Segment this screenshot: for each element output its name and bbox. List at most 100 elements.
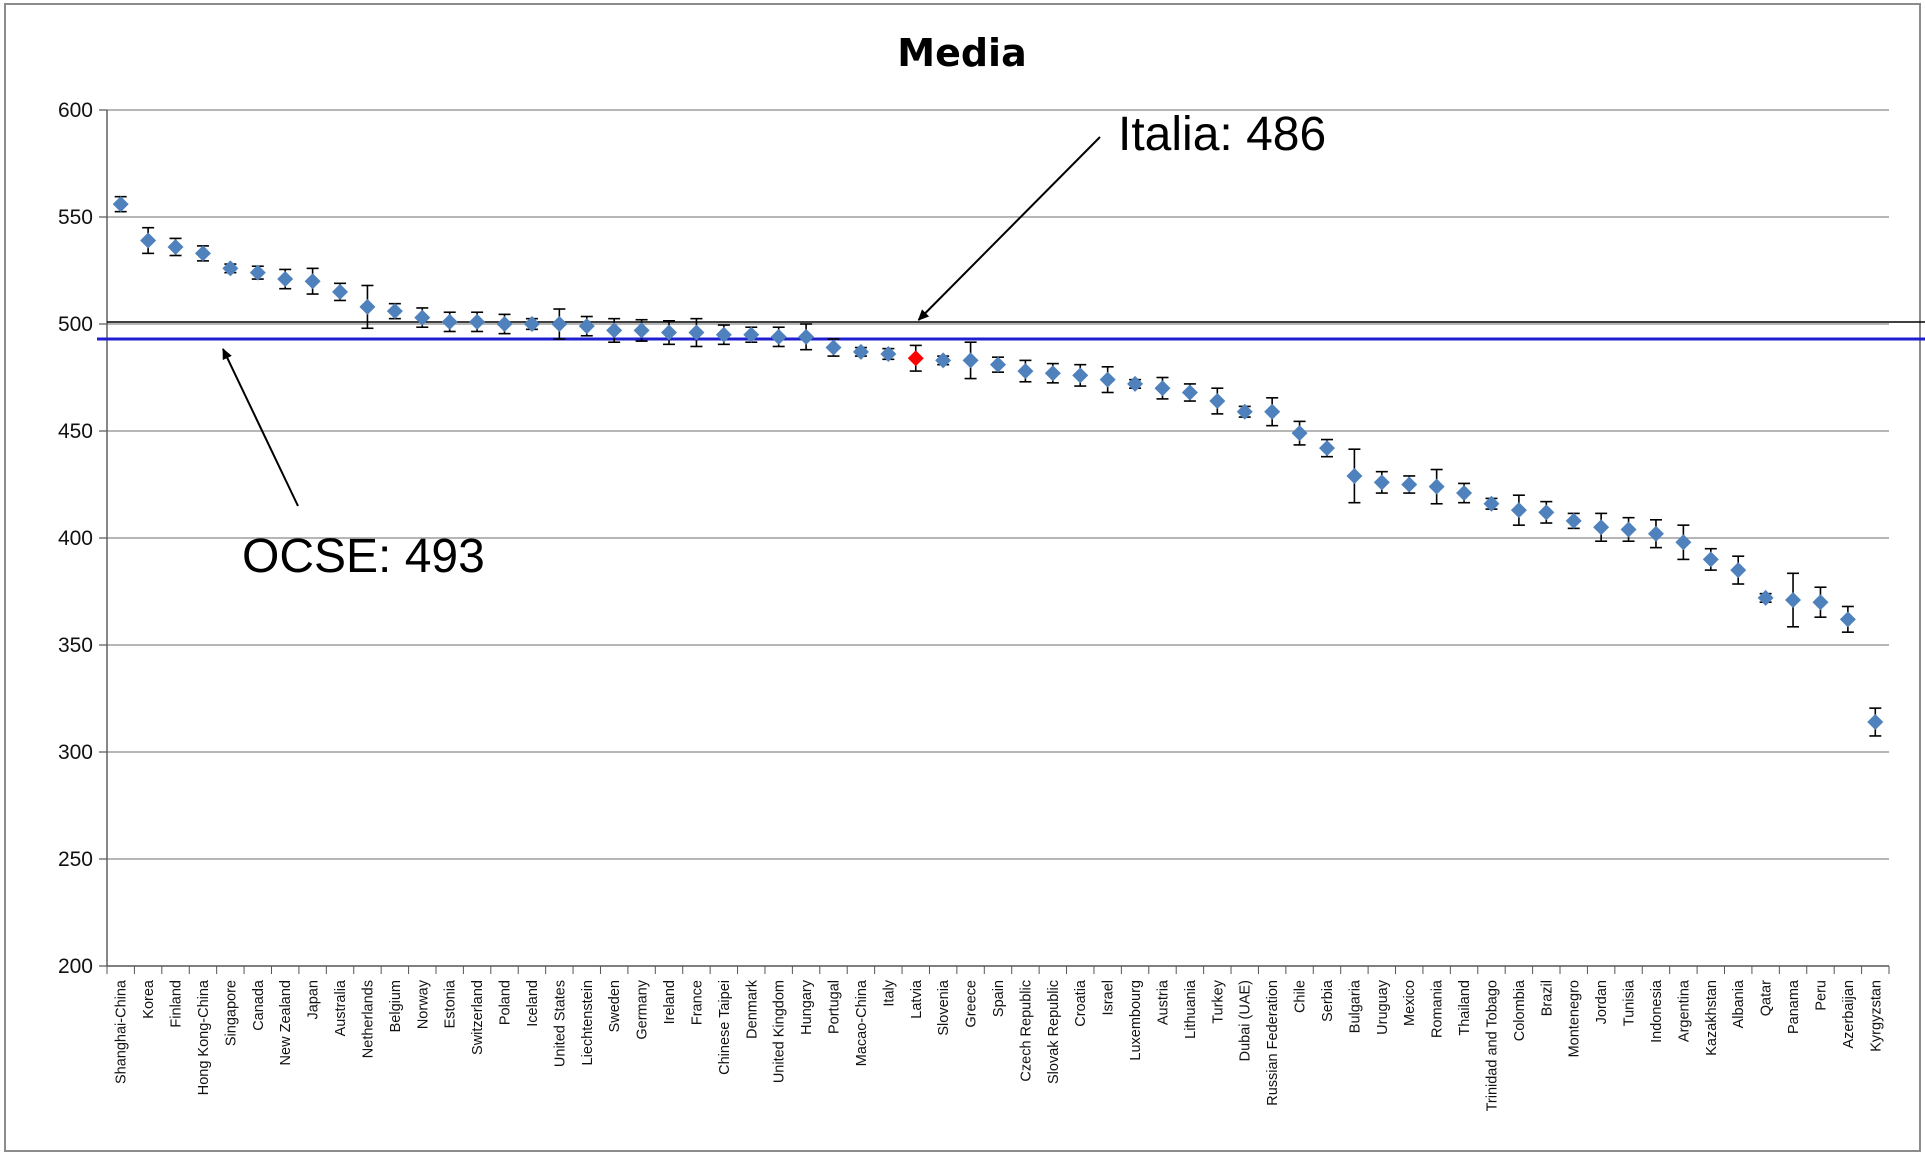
data-point bbox=[1647, 525, 1664, 542]
data-point bbox=[715, 326, 732, 343]
data-point bbox=[1401, 476, 1418, 493]
data-point-group bbox=[469, 311, 486, 333]
data-point-group bbox=[1072, 363, 1089, 387]
data-point bbox=[194, 245, 211, 262]
x-axis-ticks: Shanghai-China Korea Finland Hong Kong-Chin… bbox=[114, 979, 1885, 1111]
y-tick-label: 550 bbox=[58, 206, 93, 229]
data-point bbox=[1154, 380, 1171, 397]
data-point-group bbox=[852, 343, 869, 360]
data-point-group bbox=[1812, 586, 1829, 618]
x-tick-label: France bbox=[689, 980, 705, 1025]
data-point bbox=[1593, 519, 1610, 536]
data-point bbox=[277, 271, 294, 288]
data-point bbox=[1538, 504, 1555, 521]
x-tick-label: Lithuania bbox=[1183, 979, 1199, 1039]
data-point-group bbox=[359, 284, 376, 330]
data-point-group bbox=[962, 341, 979, 380]
data-point bbox=[1702, 551, 1719, 568]
x-tick-label: Shanghai-China bbox=[114, 979, 130, 1084]
y-axis-ticks: 600 550 500 450 400 350 300 250 200 bbox=[58, 99, 107, 978]
oecd-annotation: OCSE: 493 bbox=[242, 530, 485, 583]
data-point-group bbox=[332, 282, 349, 302]
x-tick-label: United Kingdom bbox=[772, 980, 788, 1083]
data-point bbox=[112, 196, 129, 213]
data-point-group bbox=[1593, 512, 1610, 543]
x-tick-label: Romania bbox=[1430, 979, 1446, 1038]
data-point bbox=[935, 352, 952, 369]
x-tick-label: Latvia bbox=[909, 979, 925, 1019]
x-tick-label: Jordan bbox=[1594, 980, 1610, 1024]
italy-annotation: Italia: 486 bbox=[1118, 108, 1326, 161]
data-point-group bbox=[1675, 524, 1692, 561]
x-tick-label: Serbia bbox=[1320, 979, 1336, 1022]
x-tick-label: Korea bbox=[141, 979, 157, 1019]
x-tick-label: Montenegro bbox=[1567, 980, 1583, 1057]
x-tick-label: Dubai (UAE) bbox=[1238, 980, 1254, 1061]
data-point-group bbox=[194, 245, 211, 262]
x-tick-label: Iceland bbox=[525, 980, 541, 1027]
data-point bbox=[990, 356, 1006, 373]
data-point bbox=[1181, 384, 1198, 401]
x-tick-label: Greece bbox=[964, 980, 980, 1028]
x-tick-label: New Zealand bbox=[278, 980, 294, 1065]
data-point-group bbox=[249, 264, 266, 281]
data-point-group bbox=[1318, 438, 1335, 458]
data-point-group bbox=[1291, 420, 1308, 446]
data-point bbox=[332, 283, 349, 300]
data-point-group bbox=[1702, 547, 1719, 571]
x-tick-label: Slovak Republic bbox=[1046, 980, 1062, 1084]
data-point bbox=[441, 313, 458, 330]
x-tick-label: Portugal bbox=[827, 980, 843, 1034]
data-point-group bbox=[441, 311, 458, 333]
chart-title: Media bbox=[897, 31, 1026, 75]
x-tick-label: Luxembourg bbox=[1128, 980, 1144, 1061]
data-point-group bbox=[880, 345, 897, 362]
y-tick-label: 350 bbox=[58, 634, 93, 657]
x-tick-label: Denmark bbox=[744, 979, 760, 1039]
y-tick-label: 300 bbox=[58, 741, 93, 764]
x-tick-label: Hungary bbox=[799, 979, 815, 1035]
data-point bbox=[1291, 425, 1308, 442]
data-point-group bbox=[551, 308, 568, 340]
x-tick-label: Germany bbox=[635, 979, 651, 1039]
data-point bbox=[1373, 474, 1390, 491]
data-point bbox=[743, 326, 760, 343]
data-point bbox=[496, 316, 513, 332]
x-tick-label: Kazakhstan bbox=[1704, 980, 1720, 1056]
data-point bbox=[140, 232, 157, 249]
x-tick-label: Brazil bbox=[1539, 980, 1555, 1016]
x-tick-label: Slovenia bbox=[936, 979, 952, 1036]
data-point bbox=[688, 324, 705, 341]
data-point bbox=[1510, 502, 1527, 519]
data-point-group bbox=[1456, 482, 1473, 504]
data-point bbox=[551, 316, 568, 332]
x-tick-label: Albania bbox=[1731, 979, 1747, 1028]
data-point bbox=[798, 328, 815, 345]
y-tick-label: 600 bbox=[58, 99, 93, 122]
data-point-group bbox=[1154, 376, 1171, 400]
data-point-group bbox=[304, 267, 321, 295]
data-point-group bbox=[606, 317, 623, 343]
x-tick-label: Canada bbox=[251, 979, 267, 1031]
data-point-group bbox=[578, 315, 595, 337]
gridlines bbox=[107, 109, 1889, 860]
data-point-group bbox=[1757, 589, 1774, 606]
data-point bbox=[661, 324, 678, 341]
x-tick-label: Trinidad and Tobago bbox=[1484, 980, 1500, 1111]
data-point bbox=[1812, 594, 1829, 611]
data-point bbox=[880, 345, 897, 362]
data-point bbox=[1785, 592, 1802, 609]
data-point bbox=[1456, 485, 1473, 502]
x-tick-label: Israel bbox=[1101, 980, 1117, 1015]
data-point-group bbox=[1867, 707, 1884, 737]
x-tick-label: Switzerland bbox=[470, 980, 486, 1055]
data-point bbox=[523, 316, 540, 332]
y-tick-label: 250 bbox=[58, 848, 93, 871]
data-point-group bbox=[661, 319, 678, 346]
data-point bbox=[1346, 467, 1363, 484]
data-point-group bbox=[715, 324, 732, 346]
x-tick-label: Poland bbox=[498, 980, 514, 1025]
data-point-group bbox=[990, 356, 1006, 373]
data-point bbox=[1318, 440, 1335, 457]
data-point-group bbox=[1428, 468, 1445, 505]
